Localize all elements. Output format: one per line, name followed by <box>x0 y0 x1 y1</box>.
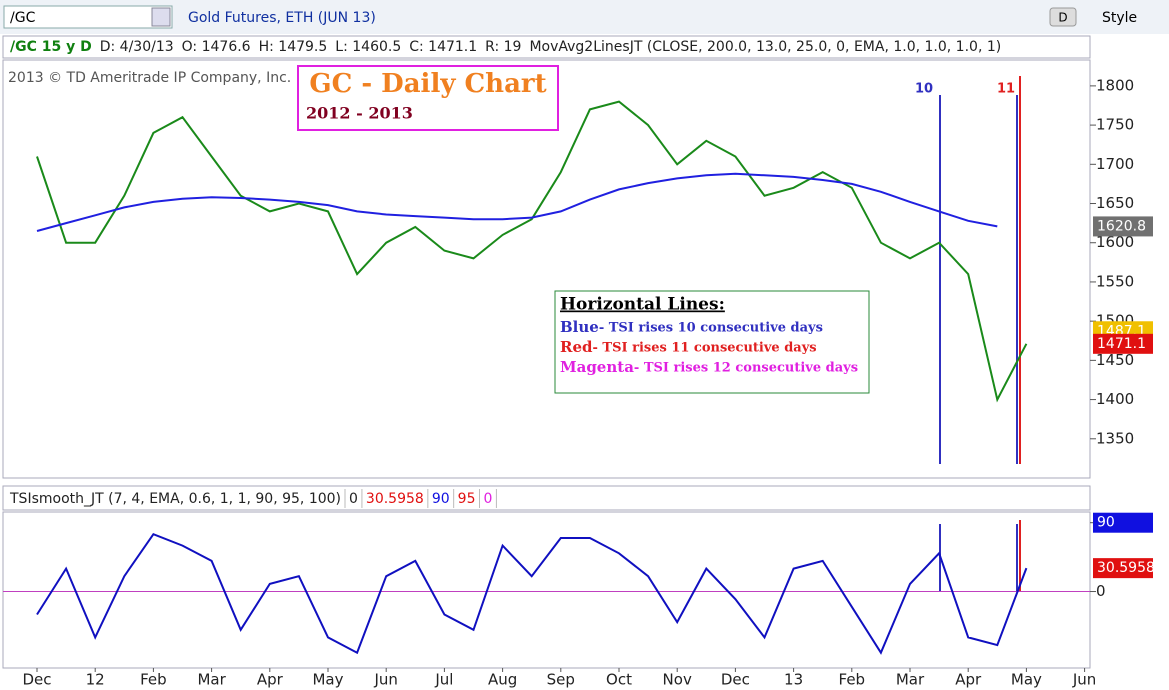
y-tick-label: 0 <box>1096 582 1106 600</box>
price-tag-label: 1620.8 <box>1097 218 1146 234</box>
tsi-field: 0 <box>349 491 358 507</box>
legend-text: - TSI rises 10 consecutive days <box>599 321 823 336</box>
tsi-field: 90 <box>432 491 450 507</box>
x-tick-label: 12 <box>86 671 105 689</box>
y-tick-label: 1600 <box>1096 233 1134 251</box>
description: Gold Futures, ETH (JUN 13) <box>188 10 376 26</box>
price-tag <box>1093 558 1153 579</box>
price-tag <box>1093 512 1153 533</box>
y-tick-label: 1350 <box>1096 429 1134 447</box>
y-tick-label: 1700 <box>1096 155 1134 173</box>
price-tag-label: 1471.1 <box>1097 336 1146 352</box>
price-tag <box>1093 216 1153 237</box>
period-button[interactable] <box>1049 7 1077 27</box>
info-field: /GC 15 y D <box>10 39 92 55</box>
x-tick-label: Oct <box>606 671 632 689</box>
series-line <box>36 172 998 232</box>
legend-text: - TSI rises 11 consecutive days <box>593 341 817 356</box>
info-field: C: 1471.1 <box>409 39 477 55</box>
copyright: 2013 © TD Ameritrade IP Company, Inc. <box>8 70 291 86</box>
y-tick-label: 1450 <box>1096 351 1134 369</box>
legend-name: Magenta <box>560 358 634 376</box>
series-line <box>36 100 1028 403</box>
price-tag-label: 30.5958 <box>1097 560 1155 576</box>
info-field: D: 4/30/13 <box>100 39 174 55</box>
tsi-field: 0 <box>483 491 492 507</box>
y-tick-label: 1750 <box>1096 116 1134 134</box>
tsi-field: 30.5958 <box>366 491 424 507</box>
x-tick-label: Jun <box>373 671 397 689</box>
dropdown[interactable] <box>151 7 171 27</box>
info-field: H: 1479.5 <box>259 39 328 55</box>
x-tick-label: Nov <box>663 671 692 689</box>
price-tag <box>1093 333 1153 354</box>
info-field: R: 19 <box>485 39 521 55</box>
toolbar <box>0 0 1169 34</box>
symbol: /GC <box>10 10 36 26</box>
y-tick-label: 1550 <box>1096 272 1134 290</box>
info-bar <box>2 35 1091 59</box>
legend-title: Horizontal Lines: <box>560 295 725 315</box>
info-field: O: 1476.6 <box>182 39 251 55</box>
symbol-box[interactable] <box>3 5 173 29</box>
x-tick-label: Apr <box>955 671 982 689</box>
x-tick-label: Mar <box>896 671 925 689</box>
x-tick-label: 13 <box>784 671 803 689</box>
legend-text: - TSI rises 12 consecutive days <box>634 361 858 376</box>
tsi-panel <box>2 511 1091 669</box>
price-tag-label: 90 <box>1097 515 1115 531</box>
y-tick-label: 1800 <box>1096 76 1134 94</box>
x-tick-label: Jul <box>434 671 453 689</box>
x-tick-label: May <box>1011 671 1042 689</box>
style-button[interactable]: Style <box>1102 10 1137 26</box>
info-field: L: 1460.5 <box>335 39 401 55</box>
price-panel <box>2 59 1091 479</box>
tsi-field: TSIsmooth_JT (7, 4, EMA, 0.6, 1, 1, 90, … <box>9 491 341 507</box>
x-tick-label: May <box>312 671 343 689</box>
x-tick-label: Sep <box>547 671 575 689</box>
legend-box <box>554 290 870 394</box>
info-field: MovAvg2LinesJT (CLOSE, 200.0, 13.0, 25.0… <box>529 39 1001 55</box>
x-tick-label: Dec <box>721 671 750 689</box>
x-tick-label: Feb <box>839 671 866 689</box>
y-tick-label: 1650 <box>1096 194 1134 212</box>
legend-name: Red <box>560 338 593 356</box>
marker-label: 11 <box>997 82 1015 97</box>
legend-name: Blue <box>560 318 599 336</box>
tsi-field: 95 <box>458 491 476 507</box>
x-tick-label: Jun <box>1072 671 1096 689</box>
x-tick-label: Mar <box>197 671 226 689</box>
x-tick-label: Apr <box>257 671 284 689</box>
period-label: D <box>1058 11 1067 25</box>
series-line <box>36 532 1028 655</box>
title: GC - Daily Chart <box>309 69 546 99</box>
x-tick-label: Aug <box>488 671 517 689</box>
y-tick-label: 1400 <box>1096 390 1134 408</box>
title-box <box>297 65 559 131</box>
tsi-header <box>2 485 1091 511</box>
marker-label: 10 <box>915 82 933 97</box>
subtitle: 2012 - 2013 <box>306 104 413 123</box>
x-tick-label: Dec <box>22 671 51 689</box>
x-tick-label: Feb <box>140 671 167 689</box>
